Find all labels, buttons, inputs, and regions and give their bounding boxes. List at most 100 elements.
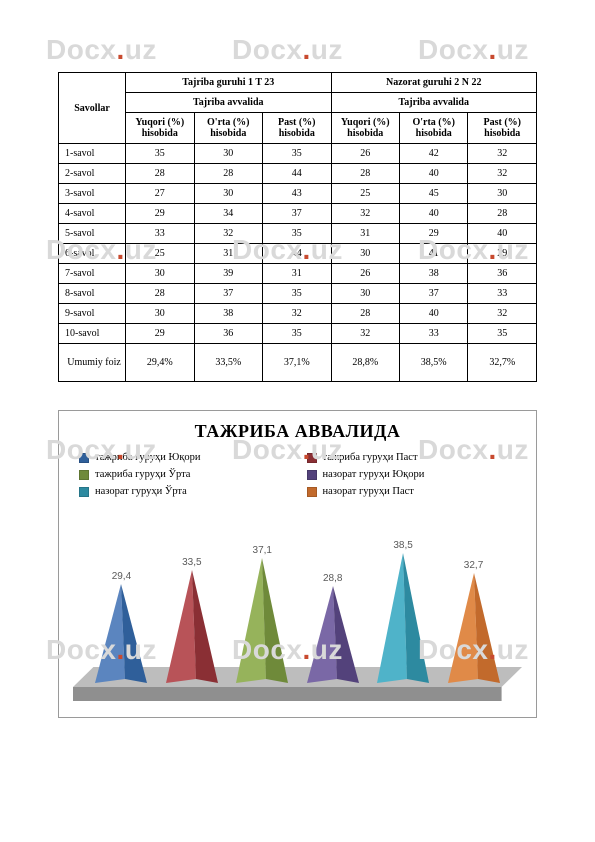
legend-item: назорат гуруҳи Ўрта [79,486,289,497]
page-content: Savollar Tajriba guruhi 1 T 23 Nazorat g… [0,0,595,758]
pyramid-value-label: 38,5 [393,540,412,551]
cell: 39 [194,264,262,284]
table-row: 1-savol353035264232 [59,144,537,164]
cell: 44 [263,164,331,184]
g1-col-past: Past (%) hisobida [263,113,331,144]
summary-cell: 28,8% [331,344,399,382]
table-row: 8-savol283735303733 [59,284,537,304]
row-label: 4-savol [59,204,126,224]
cell: 32 [194,224,262,244]
data-table: Savollar Tajriba guruhi 1 T 23 Nazorat g… [58,72,537,382]
table-row: 6-savol253144304129 [59,244,537,264]
cell: 30 [126,304,194,324]
pyramid: 38,5 [375,540,431,683]
pyramid-value-label: 29,4 [112,571,131,582]
legend-label: назорат гуруҳи Юқори [323,469,425,480]
g2-col-past: Past (%) hisobida [468,113,537,144]
pyramid: 37,1 [234,545,290,683]
legend-swatch [307,453,317,463]
legend-label: тажриба гуруҳи Ўрта [95,469,190,480]
summary-cell: 37,1% [263,344,331,382]
pyramid: 32,7 [446,560,502,683]
cell: 25 [126,244,194,264]
group1-header: Tajriba guruhi 1 T 23 [126,73,331,93]
cell: 41 [399,244,467,264]
pyramid: 29,4 [93,571,149,683]
summary-label: Umumiy foiz [59,344,126,382]
cell: 28 [194,164,262,184]
row-label: 8-savol [59,284,126,304]
table-row: 10-savol293635323335 [59,324,537,344]
cell: 29 [399,224,467,244]
legend-swatch [79,453,89,463]
legend-swatch [307,470,317,480]
cell: 38 [399,264,467,284]
g1-col-orta: O'rta (%) hisobida [194,113,262,144]
chart-legend: тажриба гуруҳи Юқоритажриба гуруҳи Пастт… [79,452,516,497]
legend-item: назорат гуруҳи Паст [307,486,517,497]
cell: 40 [399,204,467,224]
cell: 35 [263,284,331,304]
row-label: 3-savol [59,184,126,204]
cell: 26 [331,264,399,284]
table-row: 7-savol303931263836 [59,264,537,284]
cell: 43 [263,184,331,204]
cell: 30 [194,144,262,164]
table-row: 2-savol282844284032 [59,164,537,184]
pyramid-shape [305,586,361,683]
cell: 45 [399,184,467,204]
cell: 30 [331,284,399,304]
cell: 30 [468,184,537,204]
cell: 37 [263,204,331,224]
cell: 40 [399,304,467,324]
summary-row: Umumiy foiz29,4%33,5%37,1%28,8%38,5%32,7… [59,344,537,382]
cell: 32 [331,324,399,344]
cell: 32 [468,164,537,184]
row-label: 6-savol [59,244,126,264]
chart-area: 29,4 33,5 37,1 28,8 38,5 32,7 [73,511,522,701]
cell: 34 [194,204,262,224]
g2-col-orta: O'rta (%) hisobida [399,113,467,144]
row-label: 2-savol [59,164,126,184]
table-row: 9-savol303832284032 [59,304,537,324]
cell: 35 [263,324,331,344]
cell: 37 [194,284,262,304]
cell: 28 [331,304,399,324]
row-label: 7-savol [59,264,126,284]
row-label: 9-savol [59,304,126,324]
group2-header: Nazorat guruhi 2 N 22 [331,73,537,93]
row-label: 1-savol [59,144,126,164]
legend-swatch [307,487,317,497]
legend-swatch [79,487,89,497]
cell: 30 [126,264,194,284]
cell: 30 [331,244,399,264]
col-savollar: Savollar [59,73,126,144]
pyramid-value-label: 33,5 [182,557,201,568]
cell: 28 [126,284,194,304]
chart-box: ТАЖРИБА АВВАЛИДА тажриба гуруҳи Юқоритаж… [58,410,537,718]
g2-col-yuqori: Yuqori (%) hisobida [331,113,399,144]
summary-cell: 33,5% [194,344,262,382]
cell: 37 [399,284,467,304]
cell: 32 [468,304,537,324]
legend-label: тажриба гуруҳи Паст [323,452,418,463]
pyramid-shape [164,570,220,683]
group2-subheader: Tajriba avvalida [331,93,537,113]
cell: 36 [194,324,262,344]
table-row: 4-savol293437324028 [59,204,537,224]
table-body: 1-savol3530352642322-savol2828442840323-… [59,144,537,382]
chart-pyramids: 29,4 33,5 37,1 28,8 38,5 32,7 [73,523,522,683]
pyramid: 28,8 [305,573,361,683]
cell: 40 [468,224,537,244]
summary-cell: 38,5% [399,344,467,382]
summary-cell: 29,4% [126,344,194,382]
cell: 44 [263,244,331,264]
cell: 27 [126,184,194,204]
g1-col-yuqori: Yuqori (%) hisobida [126,113,194,144]
table-row: 5-savol333235312940 [59,224,537,244]
legend-label: назорат гуруҳи Паст [323,486,414,497]
cell: 35 [468,324,537,344]
cell: 35 [263,224,331,244]
pyramid-shape [446,573,502,683]
cell: 32 [331,204,399,224]
